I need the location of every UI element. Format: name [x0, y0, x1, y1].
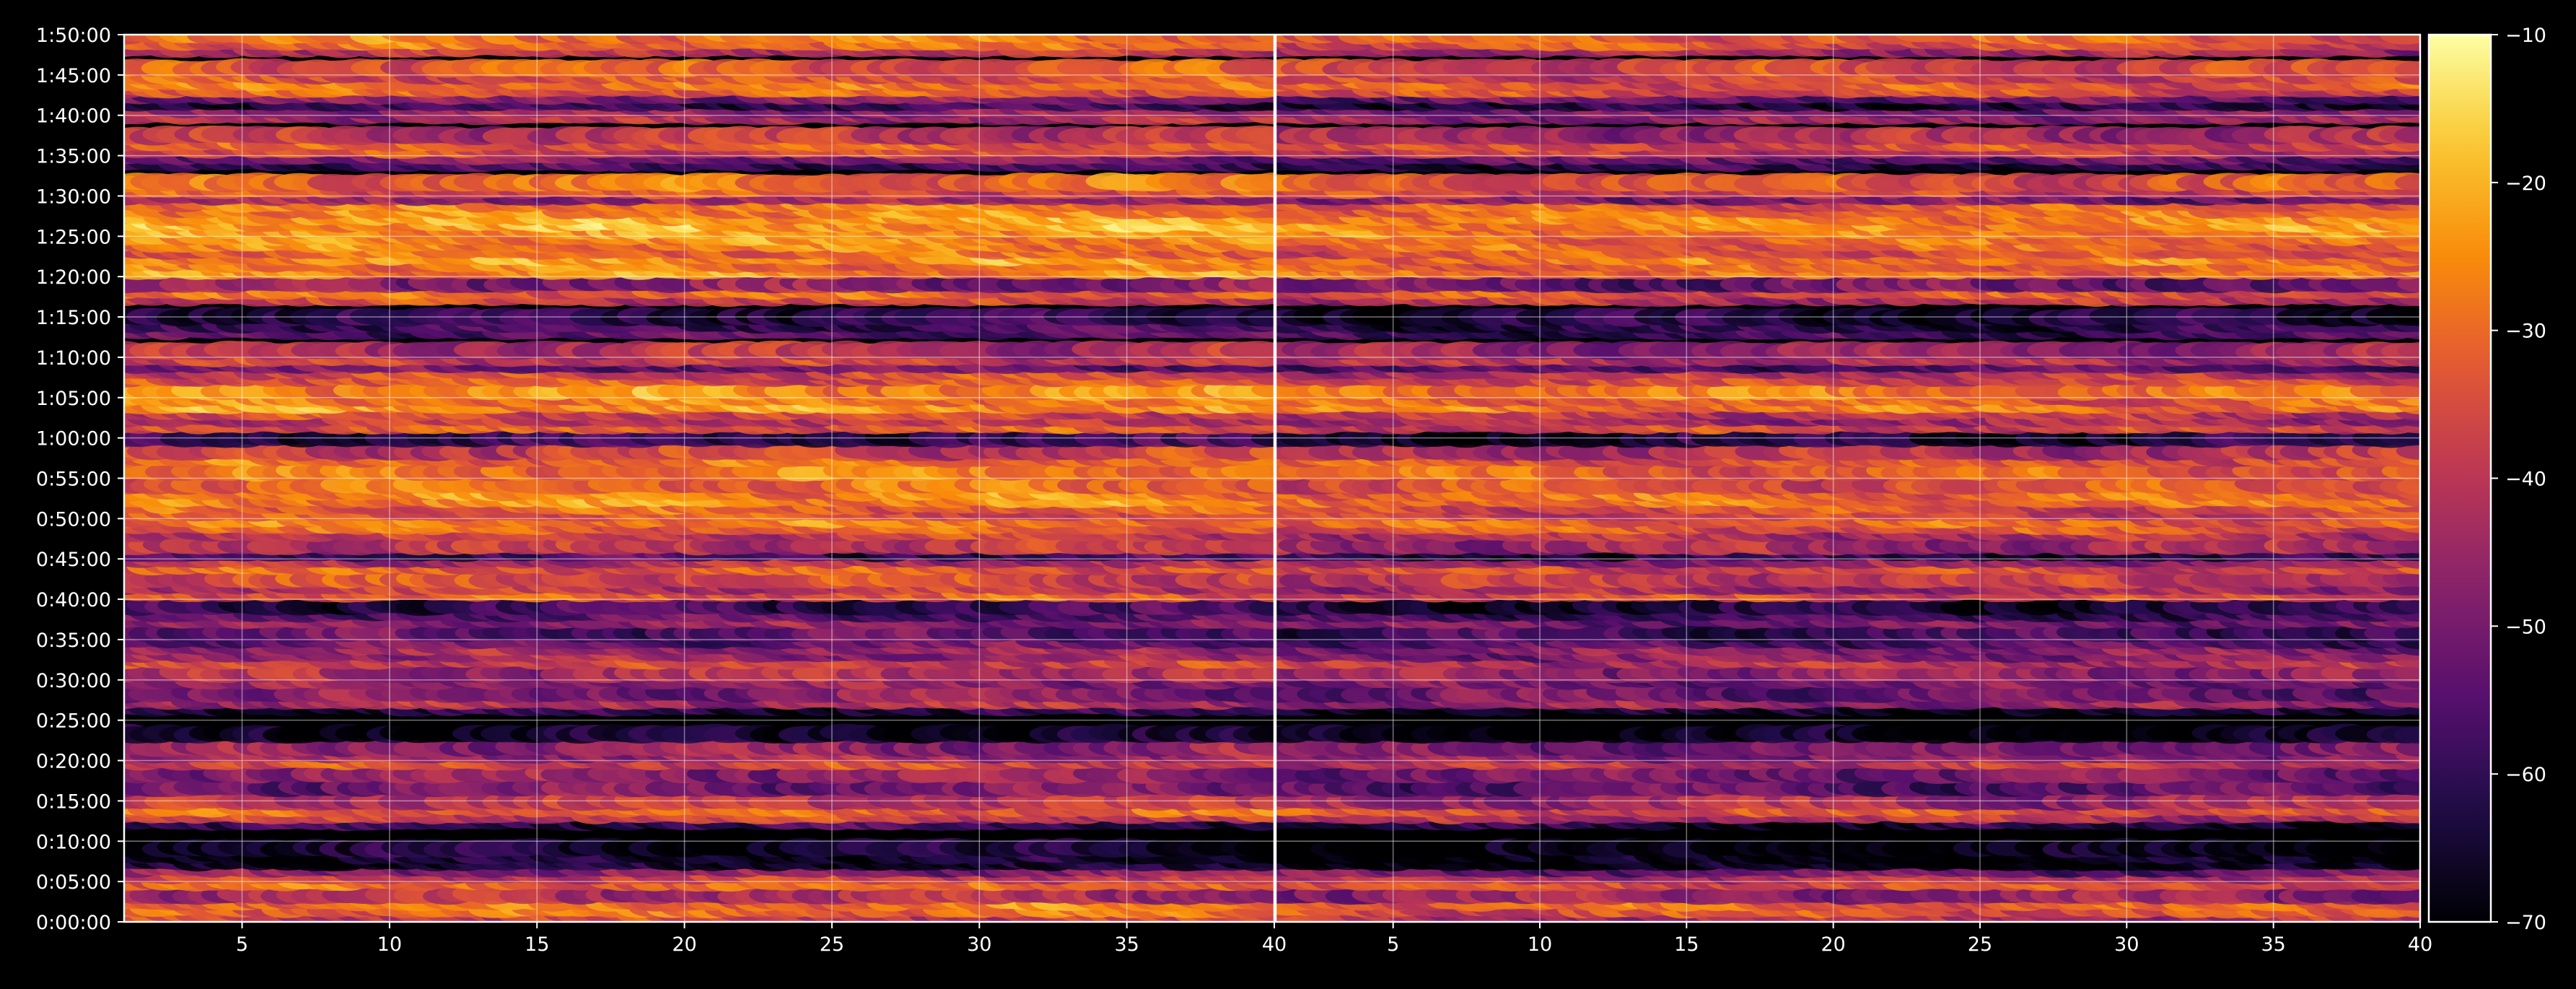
- heatmap-cell: [1249, 886, 1274, 904]
- heatmap-cell: [1247, 764, 1274, 782]
- heatmap-cell: [1250, 665, 1274, 683]
- heatmap-cell: [1250, 793, 1274, 811]
- heatmap-cell: [1248, 725, 1274, 743]
- heatmap-cell: [1250, 838, 1274, 856]
- heatmap-panel-left: [124, 35, 1274, 922]
- heatmap-cell: [1248, 739, 1274, 757]
